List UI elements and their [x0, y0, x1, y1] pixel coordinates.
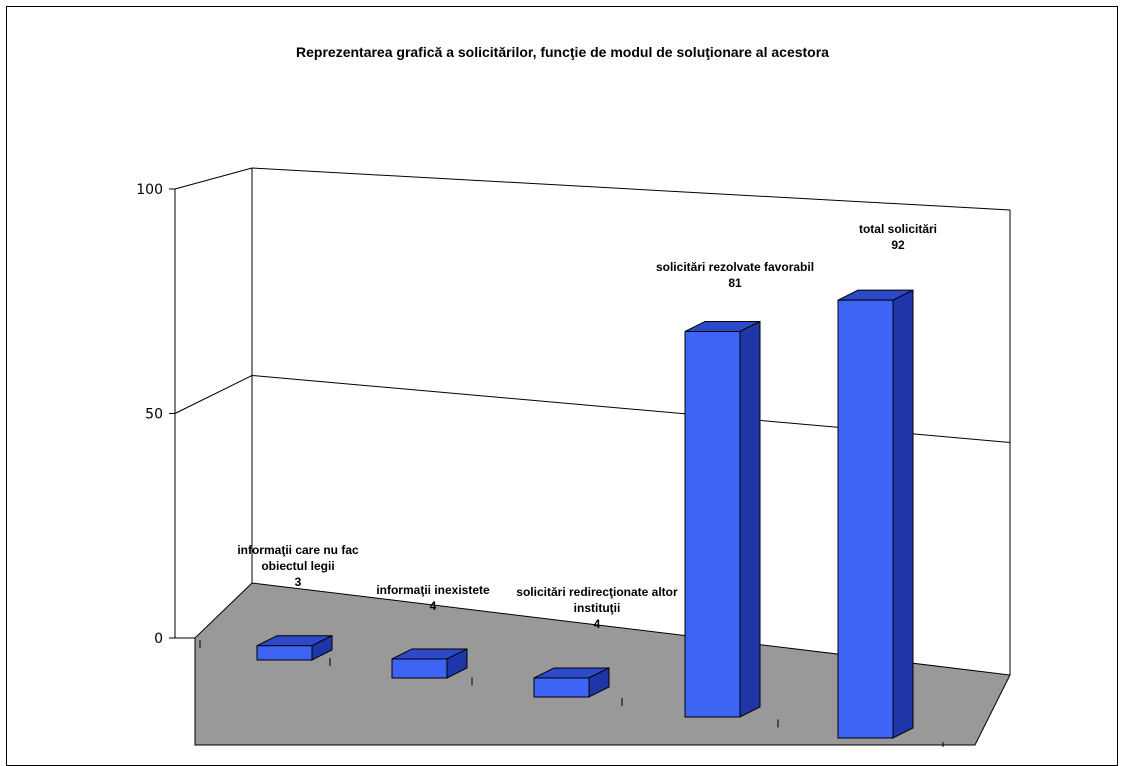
bar [533, 677, 590, 698]
y-tick-label: 50 [145, 407, 163, 423]
chart-labels: informaţii care nu fac obiectul legii 3 inf… [237, 222, 937, 631]
y-tick-label: 100 [136, 182, 163, 198]
data-label: 92 [891, 238, 905, 252]
data-label: 4 [594, 617, 601, 631]
bar-side [739, 320, 761, 718]
chart-title: Reprezentarea grafică a solicitărilor, f… [296, 44, 829, 60]
data-label: 81 [728, 276, 742, 290]
chart-bars [256, 289, 914, 739]
category-label: instituţii [574, 601, 621, 615]
category-label: total solicitări [859, 222, 937, 236]
category-label: obiectul legii [261, 559, 334, 573]
bar-chart-3d: 0 50 100 informaţii care nu fac obiectul le… [136, 167, 1011, 747]
side-wall-top-edge [174, 167, 253, 190]
chart-floor [194, 582, 1011, 746]
bar [256, 645, 313, 661]
category-label: solicitări redirecţionate altor [516, 585, 678, 599]
data-label: 4 [430, 599, 437, 613]
category-label: informaţii care nu fac [237, 543, 359, 557]
bar [684, 330, 741, 718]
bar-side [892, 289, 914, 739]
chart-axes: 0 50 100 [136, 182, 944, 747]
data-label: 3 [295, 575, 302, 589]
bar [391, 658, 448, 679]
category-label: informaţii inexistete [376, 583, 490, 597]
y-tick-label: 0 [154, 631, 163, 647]
category-label: solicitări rezolvate favorabil [656, 260, 814, 274]
bar [837, 299, 894, 739]
